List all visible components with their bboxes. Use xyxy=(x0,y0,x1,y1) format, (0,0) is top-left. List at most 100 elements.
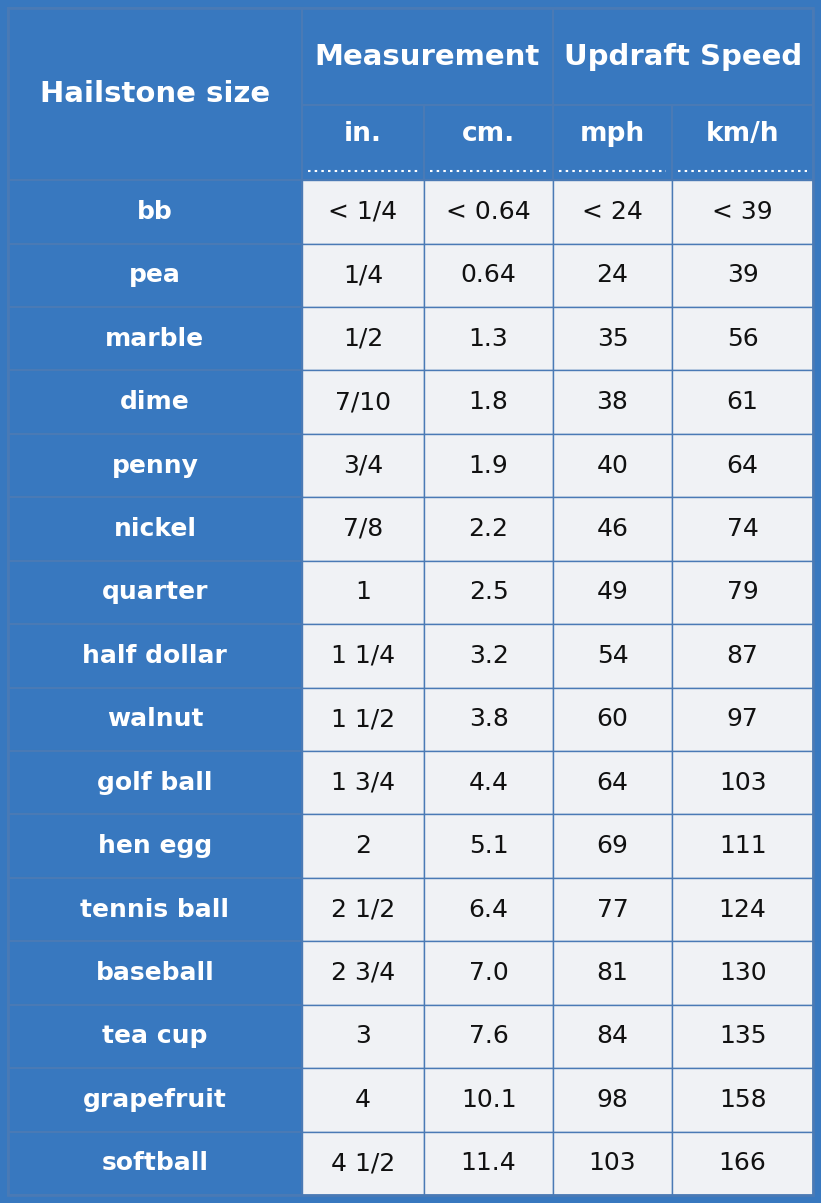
Text: 1 3/4: 1 3/4 xyxy=(331,771,395,795)
Text: 2.2: 2.2 xyxy=(469,517,508,541)
Bar xyxy=(553,243,672,307)
Text: pea: pea xyxy=(129,263,181,288)
Text: 103: 103 xyxy=(718,771,766,795)
Text: hen egg: hen egg xyxy=(98,834,212,858)
Text: 79: 79 xyxy=(727,580,759,604)
Text: 7/10: 7/10 xyxy=(335,390,391,414)
Bar xyxy=(672,624,813,688)
Bar xyxy=(553,1068,672,1132)
Bar xyxy=(8,243,302,307)
Bar xyxy=(672,180,813,243)
Text: 69: 69 xyxy=(597,834,629,858)
Bar xyxy=(424,878,553,941)
Text: in.: in. xyxy=(344,120,382,147)
Text: 81: 81 xyxy=(597,961,629,985)
Bar xyxy=(553,624,672,688)
Bar xyxy=(302,180,424,243)
Text: grapefruit: grapefruit xyxy=(83,1088,227,1112)
Bar xyxy=(302,1068,424,1132)
Text: 46: 46 xyxy=(597,517,629,541)
Bar xyxy=(424,561,553,624)
Bar xyxy=(672,751,813,814)
Bar xyxy=(424,371,553,434)
Bar xyxy=(424,814,553,878)
Bar xyxy=(302,878,424,941)
Text: 158: 158 xyxy=(718,1088,766,1112)
Text: cm.: cm. xyxy=(462,120,516,147)
Bar xyxy=(424,434,553,497)
Bar xyxy=(672,878,813,941)
Bar xyxy=(8,624,302,688)
Bar xyxy=(8,497,302,561)
Bar xyxy=(424,624,553,688)
Text: nickel: nickel xyxy=(113,517,196,541)
Text: 1/2: 1/2 xyxy=(343,327,383,351)
Bar xyxy=(8,941,302,1005)
Text: 1.3: 1.3 xyxy=(469,327,508,351)
Text: 4 1/2: 4 1/2 xyxy=(331,1151,395,1175)
Text: 74: 74 xyxy=(727,517,759,541)
Bar xyxy=(8,434,302,497)
Bar xyxy=(302,106,424,180)
Bar xyxy=(302,8,553,106)
Text: 7/8: 7/8 xyxy=(343,517,383,541)
Bar xyxy=(672,561,813,624)
Text: 7.0: 7.0 xyxy=(469,961,508,985)
Bar xyxy=(302,243,424,307)
Bar xyxy=(424,497,553,561)
Text: 130: 130 xyxy=(718,961,766,985)
Text: 60: 60 xyxy=(597,707,629,731)
Text: 2 1/2: 2 1/2 xyxy=(331,897,395,921)
Text: 35: 35 xyxy=(597,327,628,351)
Bar xyxy=(8,1005,302,1068)
Text: golf ball: golf ball xyxy=(97,771,213,795)
Text: 1 1/2: 1 1/2 xyxy=(331,707,395,731)
Bar xyxy=(672,1132,813,1195)
Bar xyxy=(672,688,813,751)
Text: baseball: baseball xyxy=(95,961,214,985)
Text: 0.64: 0.64 xyxy=(461,263,516,288)
Bar xyxy=(8,561,302,624)
Bar xyxy=(424,1132,553,1195)
Text: 40: 40 xyxy=(597,454,629,478)
Bar xyxy=(553,878,672,941)
Bar xyxy=(672,497,813,561)
Text: < 39: < 39 xyxy=(713,200,773,224)
Bar xyxy=(553,106,672,180)
Text: 135: 135 xyxy=(719,1025,766,1049)
Text: walnut: walnut xyxy=(107,707,203,731)
Text: 4: 4 xyxy=(355,1088,371,1112)
Bar xyxy=(8,8,302,180)
Text: 49: 49 xyxy=(597,580,629,604)
Bar xyxy=(672,243,813,307)
Text: 2.5: 2.5 xyxy=(469,580,508,604)
Bar xyxy=(424,941,553,1005)
Bar xyxy=(8,180,302,243)
Text: 2: 2 xyxy=(355,834,371,858)
Text: 61: 61 xyxy=(727,390,759,414)
Text: 98: 98 xyxy=(597,1088,629,1112)
Bar xyxy=(672,307,813,371)
Text: 2 3/4: 2 3/4 xyxy=(331,961,395,985)
Bar xyxy=(424,1068,553,1132)
Text: 38: 38 xyxy=(597,390,629,414)
Bar xyxy=(553,371,672,434)
Bar xyxy=(672,941,813,1005)
Text: 87: 87 xyxy=(727,644,759,668)
Text: 84: 84 xyxy=(597,1025,629,1049)
Bar xyxy=(553,688,672,751)
Text: 5.1: 5.1 xyxy=(469,834,508,858)
Bar xyxy=(302,371,424,434)
Text: 77: 77 xyxy=(597,897,628,921)
Bar xyxy=(302,307,424,371)
Bar xyxy=(553,941,672,1005)
Bar xyxy=(553,434,672,497)
Text: 1: 1 xyxy=(355,580,371,604)
Text: < 1/4: < 1/4 xyxy=(328,200,397,224)
Text: 6.4: 6.4 xyxy=(469,897,508,921)
Text: 11.4: 11.4 xyxy=(461,1151,516,1175)
Text: softball: softball xyxy=(102,1151,209,1175)
Text: Hailstone size: Hailstone size xyxy=(40,81,270,108)
Bar xyxy=(424,307,553,371)
Text: 4.4: 4.4 xyxy=(469,771,508,795)
